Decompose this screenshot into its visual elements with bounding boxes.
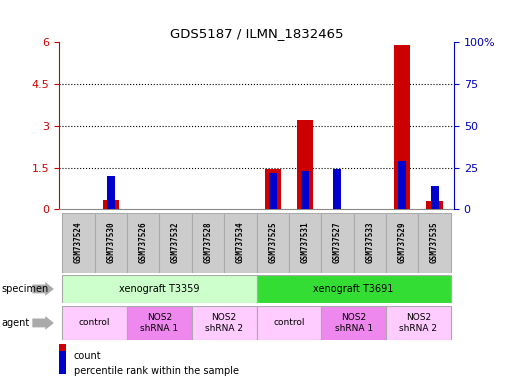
- Text: GSM737530: GSM737530: [106, 221, 115, 263]
- Text: xenograft T3359: xenograft T3359: [119, 284, 200, 294]
- Text: control: control: [79, 318, 110, 328]
- Bar: [256, 275, 451, 303]
- Title: GDS5187 / ILMN_1832465: GDS5187 / ILMN_1832465: [170, 26, 343, 40]
- Bar: [62, 275, 256, 303]
- Bar: [265, 169, 281, 209]
- Bar: [94, 213, 127, 273]
- Text: NOS2
shRNA 2: NOS2 shRNA 2: [205, 313, 243, 333]
- Bar: [127, 306, 192, 340]
- Text: GSM737533: GSM737533: [365, 221, 374, 263]
- Text: GSM737527: GSM737527: [333, 221, 342, 263]
- Text: GSM737534: GSM737534: [236, 221, 245, 263]
- Text: percentile rank within the sample: percentile rank within the sample: [74, 366, 239, 376]
- Text: GSM737532: GSM737532: [171, 221, 180, 263]
- Bar: [62, 306, 127, 340]
- Bar: [289, 213, 321, 273]
- Text: GSM737535: GSM737535: [430, 221, 439, 263]
- Bar: [398, 161, 406, 209]
- Text: NOS2
shRNA 1: NOS2 shRNA 1: [334, 313, 373, 333]
- Bar: [59, 351, 66, 374]
- Text: GSM737524: GSM737524: [74, 221, 83, 263]
- Polygon shape: [32, 282, 54, 296]
- Bar: [256, 213, 289, 273]
- Bar: [62, 213, 94, 273]
- Bar: [386, 213, 419, 273]
- Bar: [160, 213, 192, 273]
- Bar: [224, 213, 256, 273]
- Text: specimen: specimen: [2, 284, 49, 294]
- Bar: [321, 306, 386, 340]
- Bar: [301, 171, 309, 209]
- Text: NOS2
shRNA 2: NOS2 shRNA 2: [400, 313, 438, 333]
- Bar: [394, 45, 410, 209]
- Bar: [333, 169, 342, 209]
- Bar: [192, 213, 224, 273]
- Bar: [59, 336, 66, 358]
- Text: count: count: [74, 351, 102, 361]
- Bar: [426, 201, 443, 209]
- Bar: [386, 306, 451, 340]
- Text: xenograft T3691: xenograft T3691: [313, 284, 394, 294]
- Bar: [269, 172, 277, 209]
- Text: NOS2
shRNA 1: NOS2 shRNA 1: [140, 313, 179, 333]
- Text: GSM737529: GSM737529: [398, 221, 407, 263]
- Bar: [107, 176, 115, 209]
- Text: agent: agent: [2, 318, 30, 328]
- Bar: [297, 120, 313, 209]
- Bar: [430, 186, 439, 209]
- Text: GSM737525: GSM737525: [268, 221, 277, 263]
- Bar: [256, 306, 321, 340]
- Polygon shape: [32, 316, 54, 330]
- Text: control: control: [273, 318, 305, 328]
- Bar: [192, 306, 256, 340]
- Text: GSM737526: GSM737526: [139, 221, 148, 263]
- Bar: [419, 213, 451, 273]
- Bar: [353, 213, 386, 273]
- Text: GSM737531: GSM737531: [301, 221, 309, 263]
- Bar: [321, 213, 353, 273]
- Text: GSM737528: GSM737528: [204, 221, 212, 263]
- Bar: [103, 200, 119, 209]
- Bar: [127, 213, 160, 273]
